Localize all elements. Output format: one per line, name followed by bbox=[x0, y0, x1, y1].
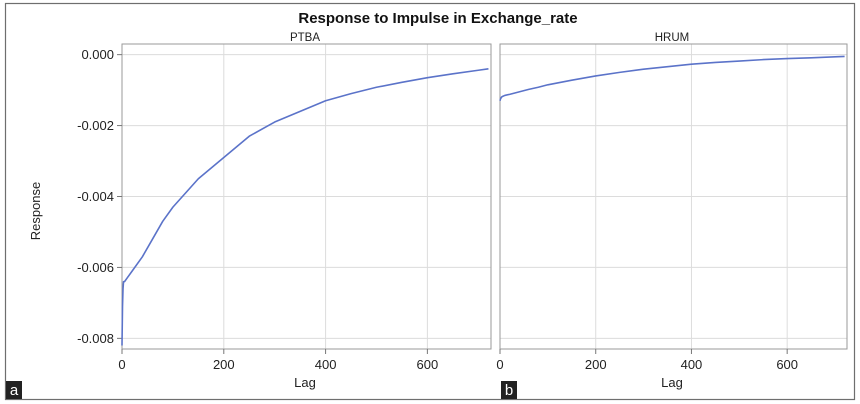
panel-a-x-tick-label: 400 bbox=[315, 357, 337, 372]
panel-b-x-tick-label: 200 bbox=[585, 357, 607, 372]
panel-a-y-tick-label: -0.004 bbox=[77, 189, 114, 204]
panel-a: PTBA 0.000 -0.002 -0.004 -0.006 -0.008 0 200 4… bbox=[77, 32, 492, 390]
panel-b-label: b bbox=[505, 382, 513, 399]
panel-a-y-tick-label: -0.006 bbox=[77, 260, 114, 275]
panel-a-series bbox=[121, 68, 489, 346]
panel-a-x-tick-label: 200 bbox=[213, 357, 235, 372]
panel-b-response-line bbox=[499, 55, 845, 101]
panel-a-grid bbox=[121, 44, 491, 349]
panel-b: HRUM 0 200 400 600 Lag bbox=[496, 32, 848, 390]
y-axis-label: Response bbox=[28, 182, 43, 241]
panel-b-title: HRUM bbox=[655, 32, 690, 44]
panel-a-title: PTBA bbox=[290, 32, 320, 44]
panel-b-x-tick-label: 0 bbox=[496, 357, 503, 372]
panel-b-label-box bbox=[501, 381, 517, 399]
panel-a-y-ticks: 0.000 -0.002 -0.004 -0.006 -0.008 bbox=[77, 47, 122, 346]
panel-a-y-tick-label: 0.000 bbox=[81, 47, 114, 62]
panel-a-response-line bbox=[121, 68, 489, 346]
panel-a-label: a bbox=[10, 382, 19, 399]
panel-b-plot-frame bbox=[499, 43, 848, 350]
panel-a-x-tick-label: 600 bbox=[417, 357, 439, 372]
figure-border bbox=[4, 2, 856, 401]
panel-b-x-axis-label: Lag bbox=[661, 375, 683, 390]
panel-a-x-axis-label: Lag bbox=[294, 375, 316, 390]
panel-b-x-tick-label: 400 bbox=[681, 357, 703, 372]
panel-a-x-tick-label: 0 bbox=[118, 357, 125, 372]
panel-a-y-tick-label: -0.008 bbox=[77, 331, 114, 346]
panel-b-x-ticks: 0 200 400 600 bbox=[496, 349, 798, 372]
panel-a-x-ticks: 0 200 400 600 bbox=[118, 349, 438, 372]
figure-title: Response to Impulse in Exchange_rate bbox=[298, 10, 577, 27]
panel-a-label-box bbox=[6, 381, 22, 399]
panel-b-series bbox=[499, 55, 845, 101]
panel-b-x-tick-label: 600 bbox=[776, 357, 798, 372]
panel-a-y-tick-label: -0.002 bbox=[77, 118, 114, 133]
